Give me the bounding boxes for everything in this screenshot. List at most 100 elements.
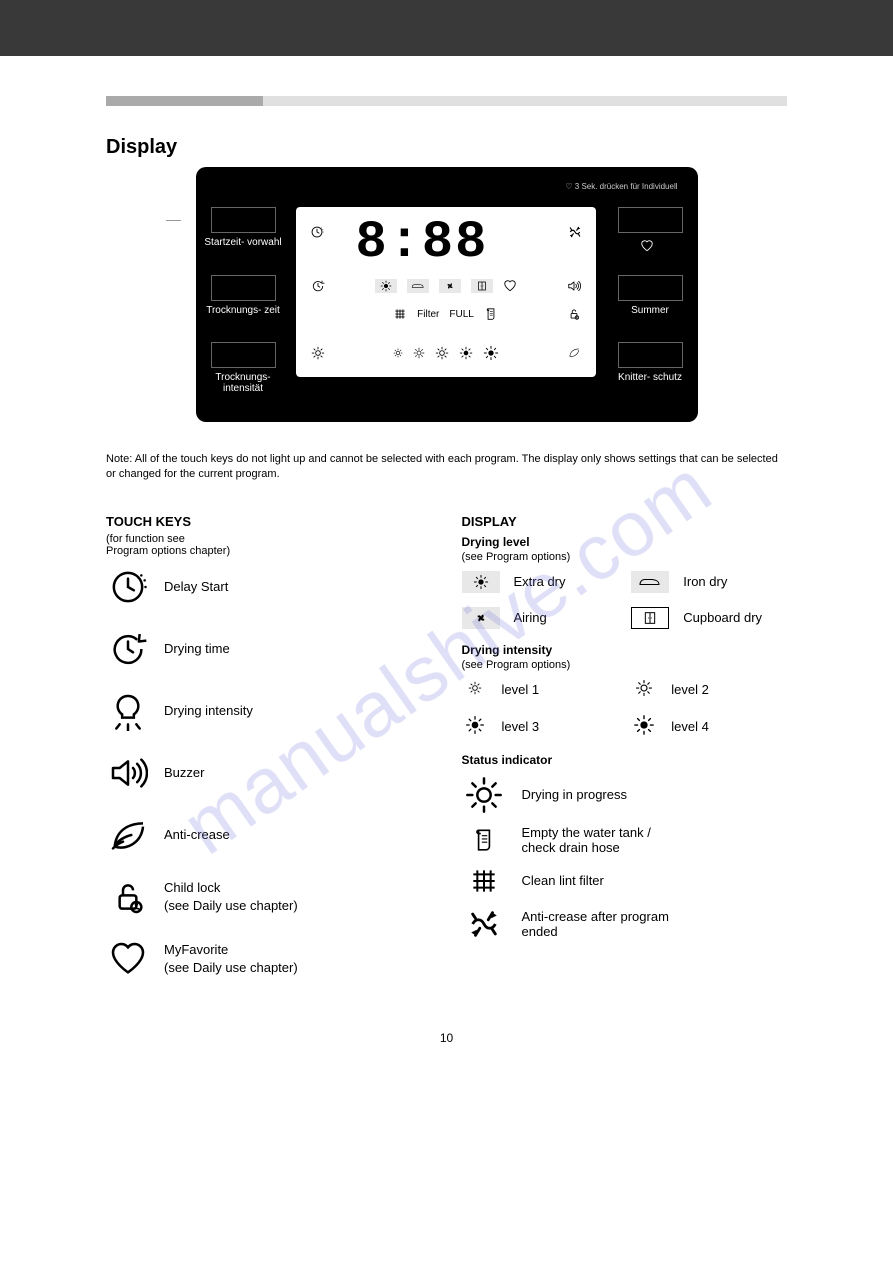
clock-arrow-icon bbox=[311, 279, 325, 293]
intensity-label: level 1 bbox=[502, 682, 618, 697]
intensity-label: level 3 bbox=[502, 719, 618, 734]
grid-icon bbox=[393, 307, 407, 321]
panel-btn-label-delay: Startzeit- vorwahl bbox=[196, 237, 291, 248]
mode-fan-icon bbox=[439, 279, 461, 293]
panel-btn-label-buzzer: Summer bbox=[603, 305, 698, 316]
label-text: Summer bbox=[631, 305, 669, 316]
touch-keys-sub: (for function see Program options chapte… bbox=[106, 533, 432, 557]
lead-line bbox=[166, 220, 181, 221]
key-drying-intensity: Drying intensity bbox=[106, 691, 432, 731]
note-text: Note: All of the touch keys do not light… bbox=[106, 452, 787, 482]
mode-cupboard-icon bbox=[631, 607, 669, 629]
panel-btn-label-intensity: Trocknungs- intensität bbox=[196, 372, 291, 394]
key-buzzer: Buzzer bbox=[106, 753, 432, 793]
sun-level-icon bbox=[631, 679, 657, 700]
lock-icon bbox=[567, 307, 581, 321]
left-column: TOUCH KEYS (for function see Program opt… bbox=[106, 500, 432, 1001]
page-number: 10 bbox=[106, 1031, 787, 1045]
key-label: MyFavorite (see Daily use chapter) bbox=[164, 941, 432, 976]
panel-btn-anticrease[interactable] bbox=[618, 342, 683, 368]
sun-big-icon bbox=[462, 775, 506, 815]
sun-level-icon bbox=[483, 345, 499, 361]
mode-sun-icon bbox=[462, 571, 500, 593]
intensity-heading: Drying intensity bbox=[462, 643, 788, 657]
intensity-row-2: level 3 level 4 bbox=[462, 714, 788, 739]
status-filter: Clean lint filter bbox=[462, 865, 788, 897]
page-title: Display bbox=[106, 136, 787, 159]
key-label: Anti-crease bbox=[164, 826, 432, 844]
drying-level-row-1: Extra dry Iron dry bbox=[462, 571, 788, 593]
doc-icon bbox=[462, 827, 506, 853]
panel-figure: ♡ 3 Sek. drücken für Individuell Startze… bbox=[106, 167, 787, 422]
mode-sun-icon bbox=[375, 279, 397, 293]
heart-icon bbox=[640, 239, 654, 256]
grid-icon bbox=[462, 865, 506, 897]
status-label: Clean lint filter bbox=[522, 873, 604, 888]
label-text: Trocknungs- intensität bbox=[215, 372, 270, 394]
clock-dots-icon bbox=[310, 225, 324, 242]
page-content: Display ♡ 3 Sek. drücken für Individuell… bbox=[0, 56, 893, 1105]
key-drying-time: Drying time bbox=[106, 629, 432, 669]
status-watertank: Empty the water tank / check drain hose bbox=[462, 825, 788, 855]
anticrease-icon bbox=[462, 907, 506, 941]
lcd-digits: 8:88 bbox=[356, 213, 489, 272]
key-label: Buzzer bbox=[164, 764, 432, 782]
sun-level-icon bbox=[631, 714, 657, 739]
key-label: Drying intensity bbox=[164, 702, 432, 720]
label-text: Knitter- schutz bbox=[618, 372, 682, 383]
panel-btn-delay-start[interactable] bbox=[211, 207, 276, 233]
touch-keys-heading: TOUCH KEYS bbox=[106, 514, 432, 529]
label-text: Startzeit- vorwahl bbox=[204, 237, 281, 248]
sun-level-icon bbox=[459, 346, 473, 360]
full-label: FULL bbox=[449, 309, 473, 320]
leaf-icon bbox=[106, 815, 150, 855]
heart-icon bbox=[503, 279, 517, 293]
intensity-label: level 2 bbox=[671, 682, 787, 697]
drying-level-row-2: Airing Cupboard dry bbox=[462, 607, 788, 629]
key-favorite: MyFavorite (see Daily use chapter) bbox=[106, 939, 432, 979]
status-label: Drying in progress bbox=[522, 787, 628, 802]
panel-btn-intensity[interactable] bbox=[211, 342, 276, 368]
intensity-row-1: level 1 level 2 bbox=[462, 679, 788, 700]
columns: TOUCH KEYS (for function see Program opt… bbox=[106, 500, 787, 1001]
key-label: Drying time bbox=[164, 640, 432, 658]
speaker-icon bbox=[106, 753, 150, 793]
panel-btn-buzzer[interactable] bbox=[618, 275, 683, 301]
speaker-icon bbox=[567, 279, 581, 293]
right-column: DISPLAY Drying level (see Program option… bbox=[462, 500, 788, 1001]
sun-level-icon bbox=[413, 347, 425, 359]
mode-iron-icon bbox=[631, 571, 669, 593]
lcd-row-intensity bbox=[311, 345, 581, 361]
level-label: Extra dry bbox=[514, 574, 618, 589]
clock-arrow-icon bbox=[106, 629, 150, 669]
status-label: Empty the water tank / check drain hose bbox=[522, 825, 651, 855]
mode-fan-icon bbox=[462, 607, 500, 629]
control-panel: ♡ 3 Sek. drücken für Individuell Startze… bbox=[196, 167, 698, 422]
panel-btn-drying-time[interactable] bbox=[211, 275, 276, 301]
progress-fill bbox=[106, 96, 263, 106]
eco-icon bbox=[567, 346, 581, 360]
sun-level-icon bbox=[435, 346, 449, 360]
lock-icon bbox=[106, 877, 150, 917]
filter-label: Filter bbox=[417, 309, 439, 320]
lcd-display: 8:88 Filter bbox=[296, 207, 596, 377]
key-label: Delay Start bbox=[164, 578, 432, 596]
intensity-sub: (see Program options) bbox=[462, 659, 788, 671]
sun-small-icon bbox=[311, 346, 325, 360]
key-label: Child lock (see Daily use chapter) bbox=[164, 879, 432, 914]
drying-level-heading: Drying level bbox=[462, 535, 788, 549]
label-text: Trocknungs- zeit bbox=[206, 305, 280, 316]
key-delay-start: Delay Start bbox=[106, 567, 432, 607]
drying-level-sub: (see Program options) bbox=[462, 551, 788, 563]
panel-btn-label-anticrease: Knitter- schutz bbox=[603, 372, 698, 383]
lcd-row-modes bbox=[311, 279, 581, 293]
sun-level-icon bbox=[462, 715, 488, 738]
level-label: Iron dry bbox=[683, 574, 787, 589]
doc-icon bbox=[484, 307, 498, 321]
mode-iron-icon bbox=[407, 279, 429, 293]
key-childlock: Child lock (see Daily use chapter) bbox=[106, 877, 432, 917]
status-label: Anti-crease after program ended bbox=[522, 909, 669, 939]
progress-bar bbox=[106, 96, 787, 106]
panel-btn-favorite[interactable] bbox=[618, 207, 683, 233]
key-anticrease: Anti-crease bbox=[106, 815, 432, 855]
